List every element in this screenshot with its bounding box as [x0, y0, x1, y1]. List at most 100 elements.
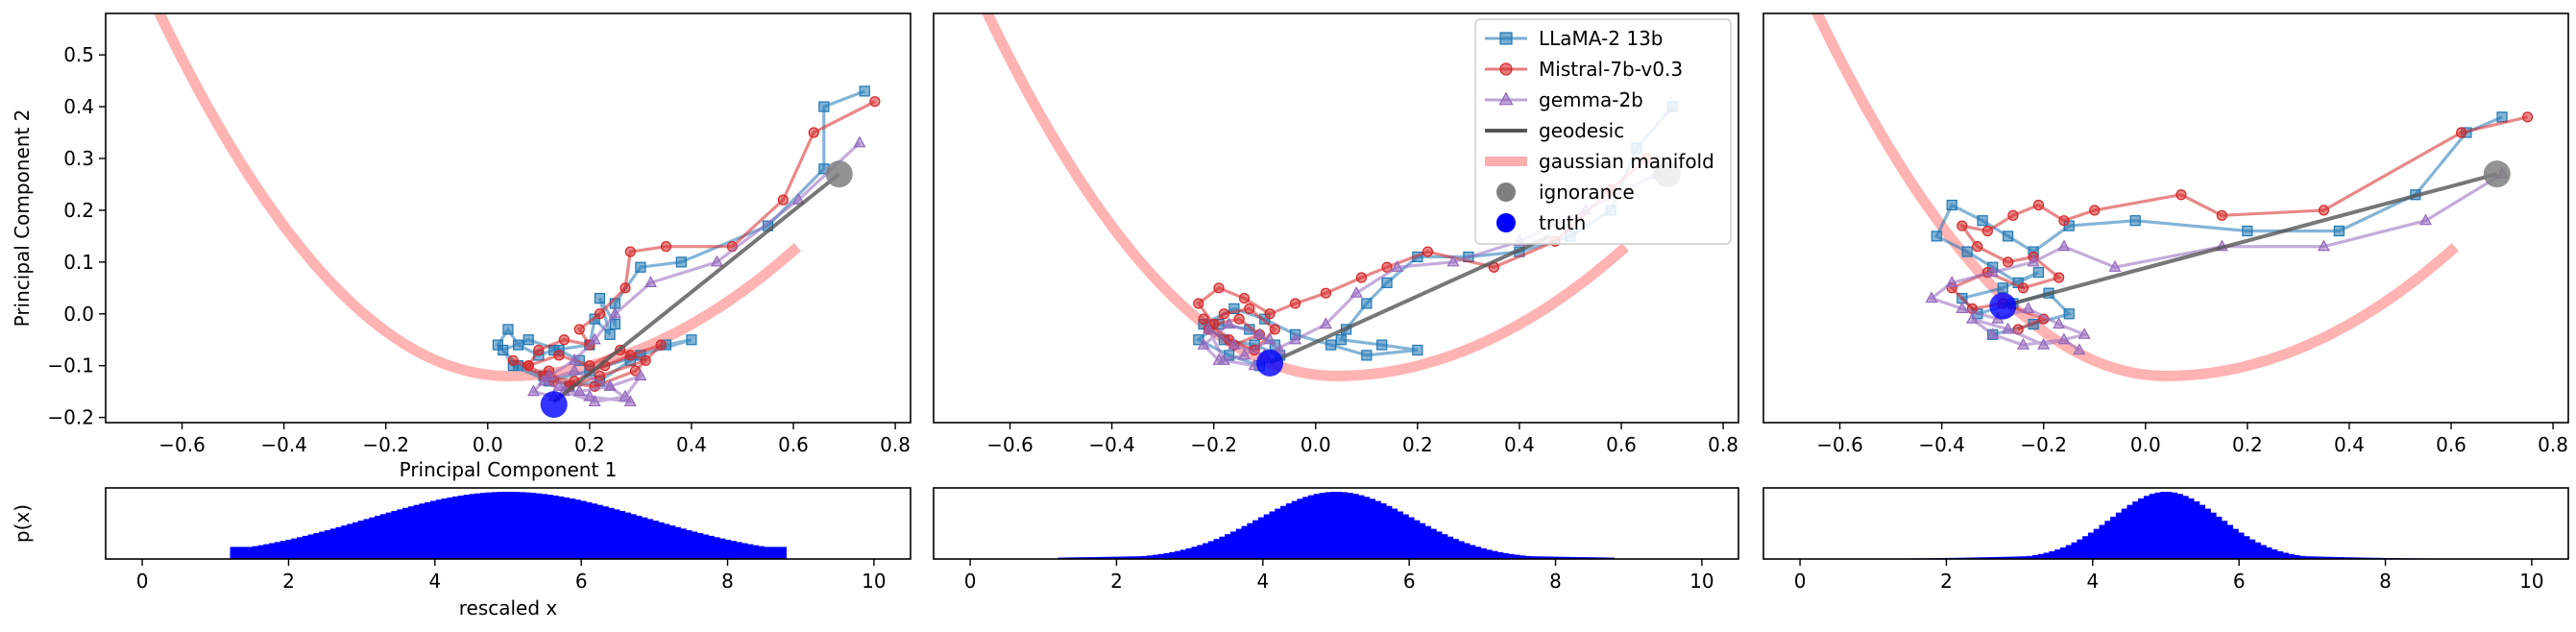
histogram-bar [1124, 556, 1131, 559]
data-point-square [1931, 231, 1942, 242]
plot-area [981, 13, 1681, 382]
legend-label: truth [1539, 211, 1586, 234]
x-tick-label: 0.4 [1504, 433, 1535, 456]
histogram-bar [352, 522, 359, 559]
histogram-bar [2248, 539, 2256, 559]
histogram-bar [230, 547, 236, 559]
histogram-bar [524, 492, 531, 559]
data-point-circle [522, 360, 534, 372]
x-tick-label: −0.6 [1816, 433, 1863, 456]
histogram-bar [1391, 508, 1398, 559]
histogram-bar [652, 521, 659, 559]
hist-x-tick-label: 4 [1256, 570, 1269, 593]
histogram-2: 0 2 4 6 8 10 [933, 487, 1739, 593]
histogram-bar [391, 510, 398, 559]
histogram-bar [1341, 492, 1349, 559]
histogram-bar [780, 547, 787, 559]
data-point-square [513, 339, 524, 351]
histogram-bar [2238, 532, 2245, 559]
geodesic-line [1269, 234, 1551, 365]
histogram-bar [2171, 492, 2178, 559]
geodesic-line [2002, 172, 2498, 308]
histogram-bar [752, 545, 760, 559]
histogram-bar [1241, 525, 1248, 559]
histogram-bar [1275, 508, 1281, 559]
histogram-bar [2221, 521, 2228, 559]
data-point-circle [2017, 282, 2029, 294]
data-point-circle [1198, 313, 1209, 325]
histogram-bar [1102, 556, 1109, 559]
data-point-square [1335, 334, 1347, 346]
data-point-triangle [2108, 259, 2122, 272]
hist-x-tick-label: 8 [1549, 570, 1562, 593]
data-point-circle [2007, 209, 2019, 221]
histogram-bar [1147, 555, 1154, 559]
data-point-square [2129, 215, 2141, 227]
histogram-bar [2338, 557, 2345, 559]
histogram-bar [719, 538, 726, 559]
histogram-bar [508, 492, 515, 559]
histogram-bar [608, 507, 615, 559]
x-tick-label: 0.8 [880, 433, 911, 456]
histogram-bar [319, 531, 326, 559]
histogram-bar [2093, 528, 2101, 559]
histogram-frame [933, 487, 1739, 560]
histogram-bar [1229, 531, 1237, 559]
histogram-bar [2166, 492, 2173, 559]
histogram-bar [1069, 557, 1076, 559]
data-point-triangle [2002, 322, 2015, 334]
x-axis-label: Principal Component 1 [400, 458, 618, 481]
data-point-triangle [2317, 239, 2330, 252]
hist-x-tick-label: 0 [964, 570, 977, 593]
histogram-bar [307, 534, 314, 559]
histogram-bar [1363, 497, 1371, 559]
data-point-triangle [1202, 322, 1215, 334]
legend-marker-triangle [1498, 91, 1514, 106]
plot-frame [105, 12, 911, 424]
data-point-square [635, 261, 646, 273]
histogram-bar [2316, 556, 2322, 559]
data-point-triangle [2057, 332, 2071, 345]
data-point-triangle [2418, 213, 2433, 226]
ignorance-point [2483, 160, 2511, 188]
histogram-bar [1430, 528, 1437, 559]
histogram-bar [429, 500, 437, 559]
histogram-bar [692, 531, 698, 559]
histogram-bar [1414, 520, 1421, 559]
data-point-circle [573, 324, 585, 335]
histogram-bar [1107, 556, 1114, 559]
series-line-circle [1196, 157, 1648, 352]
histogram-bar [1336, 492, 1343, 559]
data-point-triangle [1945, 276, 1958, 288]
histogram-bar [2021, 556, 2028, 559]
histogram-bar [519, 492, 525, 559]
histogram-bar [1452, 539, 1459, 559]
x-tick-label: −0.6 [158, 433, 206, 456]
histogram-bar [1169, 551, 1176, 559]
histogram-bar [452, 496, 459, 559]
histogram-bar [1085, 557, 1092, 559]
histogram-bar [547, 495, 553, 559]
histogram-bar [1987, 557, 1995, 559]
histogram-bar [552, 495, 559, 559]
data-point-square [604, 328, 616, 340]
data-point-triangle [1925, 291, 1938, 304]
histogram-bar [1091, 556, 1098, 559]
histogram-bar [1308, 495, 1315, 559]
histogram-bar [1397, 511, 1403, 559]
hist-x-tick-label: 10 [1689, 570, 1713, 593]
histogram-bar [2143, 496, 2151, 559]
histogram-bar [2276, 550, 2284, 559]
y-axis-label: Principal Component 2 [11, 109, 34, 328]
histogram-bar [2082, 536, 2089, 559]
data-point-triangle [619, 389, 632, 401]
data-point-triangle [623, 395, 637, 407]
truth-point [1989, 292, 2017, 320]
data-point-triangle [1349, 285, 1363, 298]
legend-label: gaussian manifold [1539, 150, 1714, 173]
x-tick-label: −0.2 [2020, 433, 2067, 456]
histogram-bar [2244, 536, 2250, 559]
data-point-square [2333, 225, 2345, 237]
data-point-circle [655, 339, 667, 351]
legend-label: LLaMA-2 13b [1539, 27, 1663, 50]
